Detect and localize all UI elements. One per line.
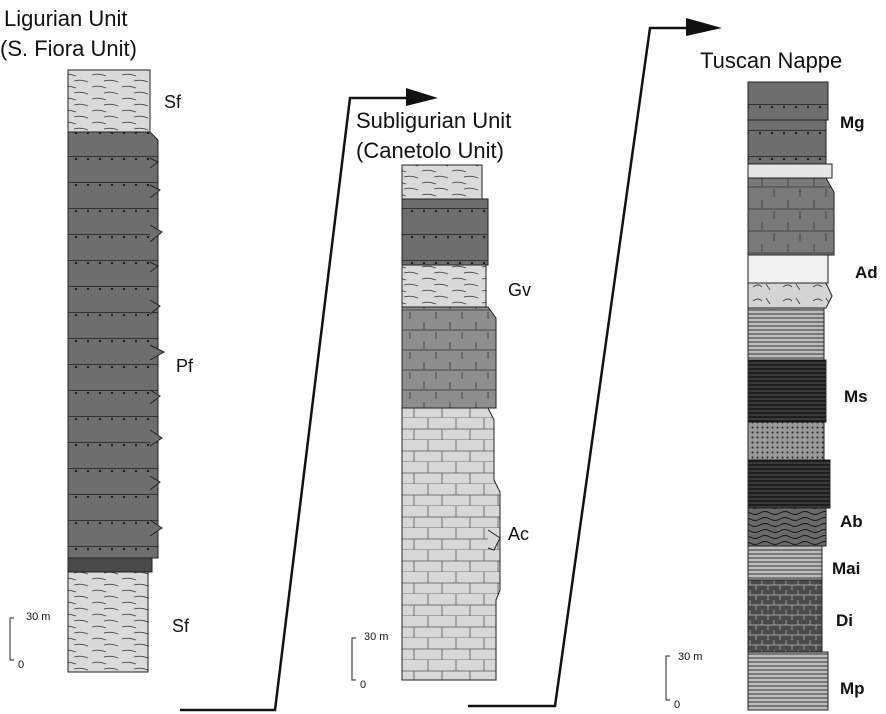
arrow-head-1: [406, 88, 438, 106]
gv-limestone-layer: [401, 306, 497, 409]
scale-bar-top-label: 30 m: [364, 631, 388, 643]
subligurian-column: [401, 164, 501, 681]
scale-bar-top-label: 30 m: [678, 651, 702, 663]
scale-bar-tuscan: 30 m 0: [665, 651, 702, 711]
label-ms: Ms: [844, 387, 868, 406]
mg-limestone-layer: [747, 177, 835, 256]
label-mg: Mg: [840, 113, 865, 132]
arrow-subligurian-to-tuscan: [468, 26, 690, 708]
sf-top-layer: [67, 69, 151, 133]
label-di: Di: [836, 611, 853, 630]
mg-light-bed: [747, 163, 833, 179]
label-gv: Gv: [508, 280, 531, 300]
ad-middle-layer: [747, 282, 833, 309]
mai-layer: [747, 545, 823, 581]
ms-laminated-layer: [747, 359, 827, 423]
label-mp: Mp: [840, 679, 865, 698]
mg-lower-layer: [747, 119, 827, 165]
mg-upper-layer: [747, 81, 829, 121]
correlation-arrows: [180, 26, 690, 712]
scale-bar-bottom-label: 0: [360, 679, 366, 691]
ac-nodule: [487, 529, 501, 551]
scale-bar-top-label: 30 m: [26, 611, 50, 623]
mp-layer: [747, 651, 829, 711]
tuscan-title: Tuscan Nappe: [700, 48, 842, 73]
ms-dotted-layer: [747, 421, 825, 461]
scale-bar-bottom-label: 0: [18, 659, 24, 671]
arrow-head-2: [686, 18, 722, 36]
pf-bed-ledges: [149, 157, 166, 537]
di-layer: [747, 579, 823, 653]
ad-lower-layer: [747, 307, 825, 361]
tuscan-column: [747, 81, 835, 711]
label-sf-top: Sf: [164, 92, 182, 112]
dark-layer: [401, 198, 489, 266]
ad-upper-layer: [747, 254, 829, 284]
ac-layer: [401, 407, 501, 681]
pf-layer: [67, 131, 159, 559]
label-ab: Ab: [840, 512, 863, 531]
subligurian-title-2: (Canetolo Unit): [356, 138, 504, 163]
scale-bar-bottom-label: 0: [674, 699, 680, 711]
gv-light-layer: [401, 264, 487, 308]
ligurian-column: [67, 69, 166, 673]
label-pf: Pf: [176, 356, 194, 376]
sf-bottom-layer: [67, 571, 149, 673]
pf-dark-band: [67, 557, 153, 573]
label-ac: Ac: [508, 524, 529, 544]
label-mai: Mai: [832, 559, 860, 578]
subligurian-title-1: Subligurian Unit: [356, 108, 511, 133]
label-ad: Ad: [855, 263, 878, 282]
scale-bar-subligurian: 30 m 0: [351, 631, 388, 691]
ab-laminated-layer: [747, 459, 831, 509]
ab-wavy-layer: [747, 507, 827, 547]
arrow-ligurian-to-subligurian: [180, 96, 410, 712]
label-sf-bottom: Sf: [172, 616, 190, 636]
ligurian-title-1: Ligurian Unit: [4, 6, 128, 31]
ligurian-title-2: (S. Fiora Unit): [0, 36, 137, 61]
top-light-layer: [401, 164, 483, 200]
scale-bar-ligurian: 30 m 0: [9, 611, 50, 671]
